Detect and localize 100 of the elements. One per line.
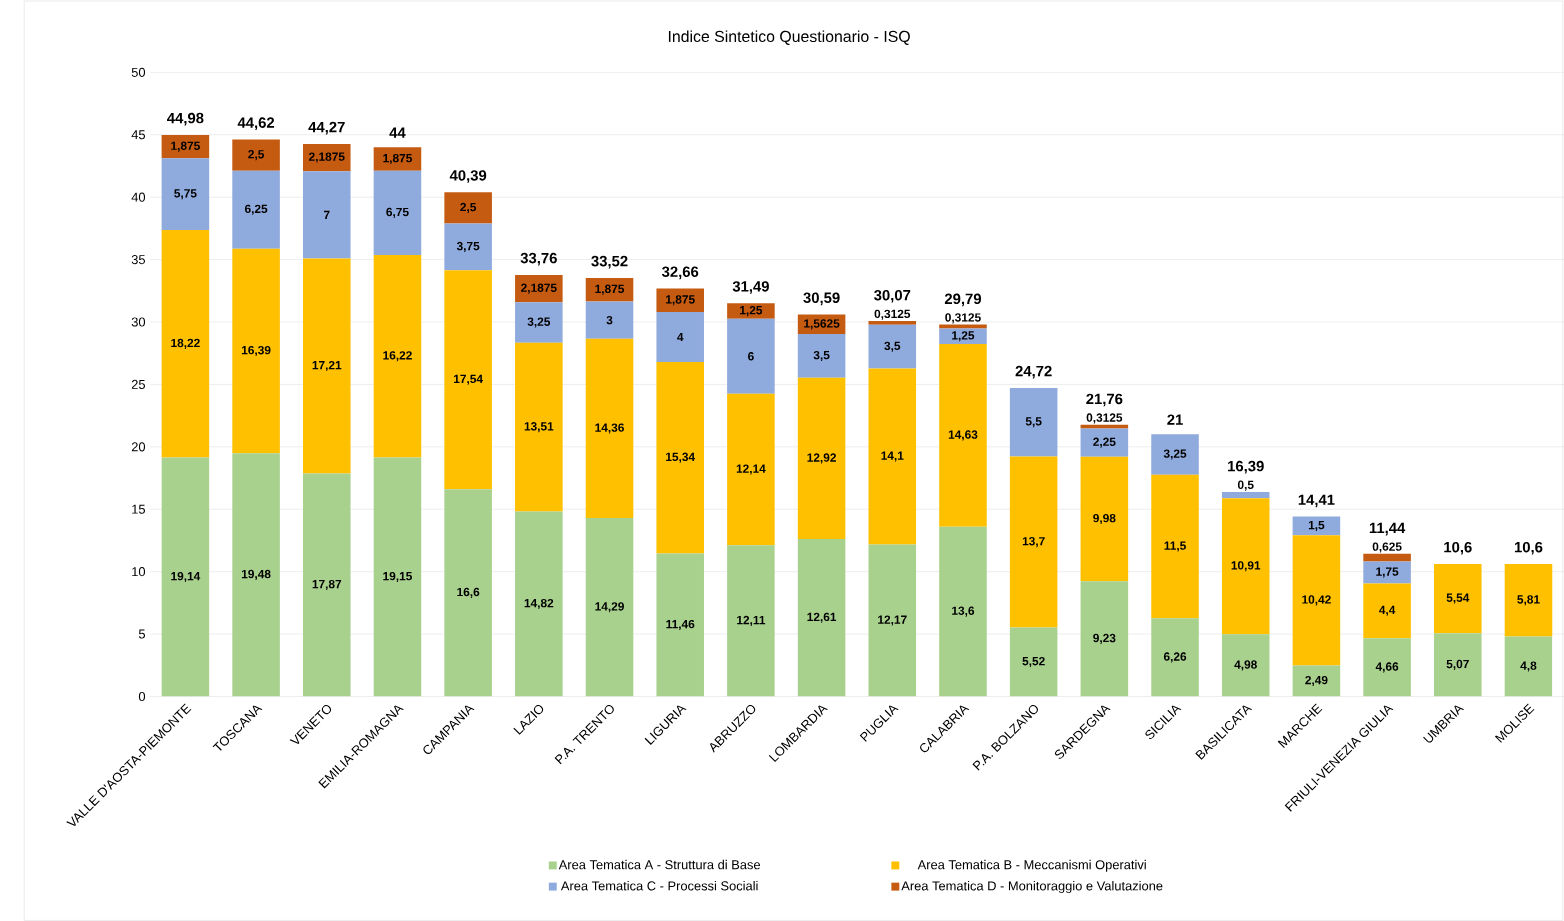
bar [797,377,846,539]
bar [727,545,775,697]
data-label: 3,75 [456,241,480,252]
data-label: 6,26 [1163,652,1187,663]
bar [1504,636,1553,697]
data-label: 16,6 [457,587,480,598]
bar [161,158,210,230]
bar [1151,434,1199,475]
data-label: 4,98 [1234,660,1257,671]
total-label: 21 [1167,414,1183,425]
bar [868,320,917,325]
total-label: 10,6 [1514,541,1543,555]
data-label: 1,75 [1376,567,1399,578]
bar [373,147,422,171]
data-label: 3,25 [527,317,551,328]
y-tick-label: 20 [131,442,146,452]
bar [1080,424,1129,429]
y-tick-label: 35 [131,254,146,264]
data-label: 13,7 [1022,536,1045,547]
data-label: 12,14 [736,464,766,475]
data-label: 1,25 [740,305,763,316]
data-label: 1,25 [952,331,975,342]
data-label: 14,63 [948,430,978,441]
data-label: 10,91 [1231,560,1261,572]
bar [1221,497,1270,635]
data-label: 5,81 [1517,595,1540,606]
y-tick-label: 0 [138,691,146,701]
data-label: 3,5 [884,341,901,352]
bar [727,318,775,394]
data-label: 1,875 [666,295,695,306]
bar [1080,581,1129,697]
bar [515,511,563,697]
bar [1504,563,1553,637]
data-label: 4 [677,332,684,341]
data-label: 0,5 [1237,480,1254,491]
total-label: 16,39 [1228,460,1264,474]
bar [1434,563,1482,634]
data-label: 4,8 [1520,661,1537,672]
bar [161,229,210,458]
data-label: 11,46 [666,619,695,630]
bar [302,143,351,171]
data-label: 18,22 [171,338,200,349]
data-label: 2,5 [460,202,477,213]
bar [302,171,351,259]
data-label: 2,49 [1305,675,1328,686]
bar [444,192,492,224]
bar [161,457,210,697]
bar [232,170,280,249]
data-label: 9,23 [1093,633,1116,644]
bar [727,393,775,546]
y-tick-label: 50 [131,67,146,77]
bar [585,517,634,697]
data-label: 7 [323,210,330,219]
data-label: 4,4 [1379,605,1396,616]
data-label: 16,39 [241,345,271,356]
bar [515,302,563,343]
legend-label: Area Tematica A - Struttura di Base [558,859,760,870]
data-label: 16,22 [383,350,412,362]
bar [373,254,422,458]
data-label: 12,61 [807,612,837,623]
data-label: 17,87 [312,579,342,590]
bar [1221,634,1270,697]
bar [444,489,492,697]
bar [656,311,704,362]
bar [1363,638,1411,697]
data-label: 13,6 [952,606,975,617]
data-label: 12,11 [737,615,766,626]
data-label: 0,3125 [945,313,981,324]
data-label: 1,875 [383,153,412,164]
bar [1151,474,1199,619]
data-label: 3,25 [1163,449,1187,460]
total-label: 14,41 [1298,494,1335,507]
data-label: 11,5 [1164,541,1186,552]
bar [1292,665,1341,697]
data-label: 0,3125 [874,309,911,320]
bar [1221,491,1270,498]
bar [868,324,917,369]
bar [1009,627,1058,697]
bar [797,538,846,697]
bar [1009,387,1058,457]
bar [1363,583,1411,639]
data-label: 10,42 [1302,595,1331,606]
bar [373,170,422,255]
data-label: 19,15 [383,571,412,582]
data-label: 5,07 [1446,659,1469,670]
data-label: 3,5 [813,350,830,361]
data-label: 13,51 [524,421,554,433]
data-label: 12,17 [878,615,907,626]
data-label: 5,5 [1025,417,1042,428]
total-label: 44,62 [237,117,275,130]
data-label: 19,48 [241,569,271,580]
y-tick-label: 10 [132,566,146,577]
data-label: 6,75 [386,207,409,218]
bar [1292,535,1341,666]
total-label: 40,39 [449,169,487,183]
y-tick-label: 5 [138,629,146,639]
bar [797,333,846,378]
data-label: 14,1 [881,451,904,462]
data-label: 2,5 [248,149,265,160]
legend-label: Area Tematica B - Meccanismi Operativi [917,859,1146,872]
